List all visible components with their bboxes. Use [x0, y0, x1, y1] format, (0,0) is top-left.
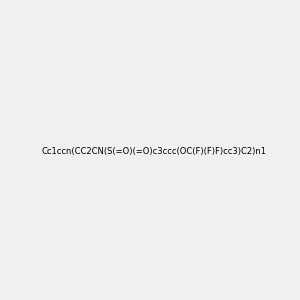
- Text: Cc1ccn(CC2CN(S(=O)(=O)c3ccc(OC(F)(F)F)cc3)C2)n1: Cc1ccn(CC2CN(S(=O)(=O)c3ccc(OC(F)(F)F)cc…: [41, 147, 266, 156]
